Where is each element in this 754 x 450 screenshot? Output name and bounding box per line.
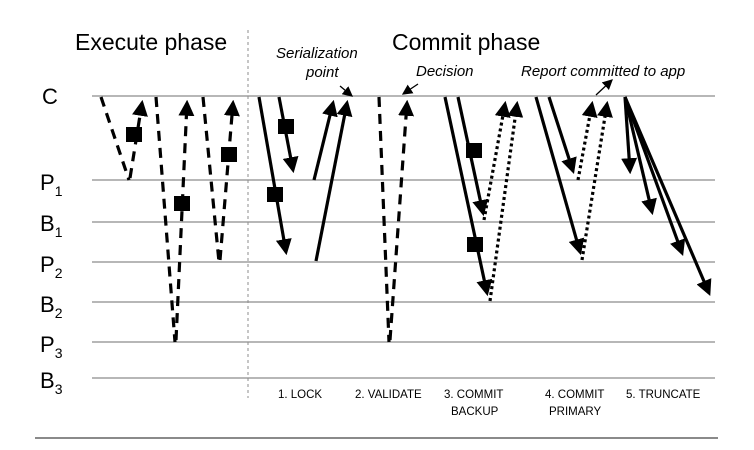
row-label-b1: B1	[40, 211, 63, 240]
decision-pointer	[401, 83, 419, 95]
step-label-validate: 2. VALIDATE	[355, 389, 422, 401]
row-label-b3: B3	[40, 368, 63, 397]
row-label-c: C	[42, 84, 58, 109]
report-pointer	[595, 79, 613, 96]
serialization-annotation-line2: point	[305, 64, 339, 81]
step-label-lock: 1. LOCK	[278, 389, 322, 401]
commit-phase-title: Commit phase	[392, 29, 540, 55]
lock-box-p1	[278, 119, 294, 134]
serialization-annotation-line1: Serialization	[276, 45, 358, 62]
row-label-b2: B2	[40, 292, 63, 321]
execute-read-p3-request	[154, 96, 177, 343]
lock-reply-p1	[312, 99, 338, 181]
row-label-p1: P1	[40, 170, 63, 199]
step-label-commit-backup-1: 3. COMMIT	[444, 389, 503, 401]
execute-phase-title: Execute phase	[75, 29, 227, 55]
commit-primary-request-p1	[547, 96, 577, 175]
execute-read-p3-reply	[174, 99, 195, 341]
report-annotation: Report committed to app	[521, 63, 685, 80]
lock-box-p2	[267, 187, 283, 202]
execute-lock-box-1	[126, 127, 142, 142]
decision-annotation: Decision	[416, 63, 474, 80]
row-label-p2: P2	[40, 252, 63, 281]
lock-request-p2	[257, 96, 292, 256]
truncate-p1	[621, 96, 638, 175]
commit-backup-request-b2	[443, 96, 493, 297]
execute-read-p2-reply	[218, 99, 240, 261]
validate-request-p3	[377, 96, 391, 343]
step-label-truncate: 5. TRUNCATE	[626, 389, 701, 401]
truncate-b1	[623, 96, 657, 216]
validate-reply-p3	[388, 99, 415, 341]
commit-primary-ack-p1	[576, 100, 598, 181]
commit-primary-request-p2	[534, 96, 585, 256]
commit-backup-box-b1	[466, 143, 482, 158]
truncate-b2	[623, 96, 712, 296]
row-label-p3: P3	[40, 332, 63, 361]
step-label-commit-primary-2: PRIMARY	[549, 406, 602, 418]
execute-read-p2-request	[201, 96, 221, 263]
step-label-commit-backup-2: BACKUP	[451, 406, 499, 418]
commit-primary-ack-p2	[580, 100, 613, 261]
execute-lock-box-2	[174, 196, 190, 211]
commit-backup-ack-b1	[482, 100, 511, 221]
commit-backup-box-b2	[467, 237, 483, 252]
serialization-pointer	[339, 85, 353, 97]
execute-read-p1-request	[99, 96, 131, 181]
commit-backup-ack-b2	[488, 100, 524, 302]
lock-reply-p2	[314, 99, 353, 262]
execute-lock-box-3	[221, 147, 237, 162]
step-label-commit-primary-1: 4. COMMIT	[545, 389, 604, 401]
